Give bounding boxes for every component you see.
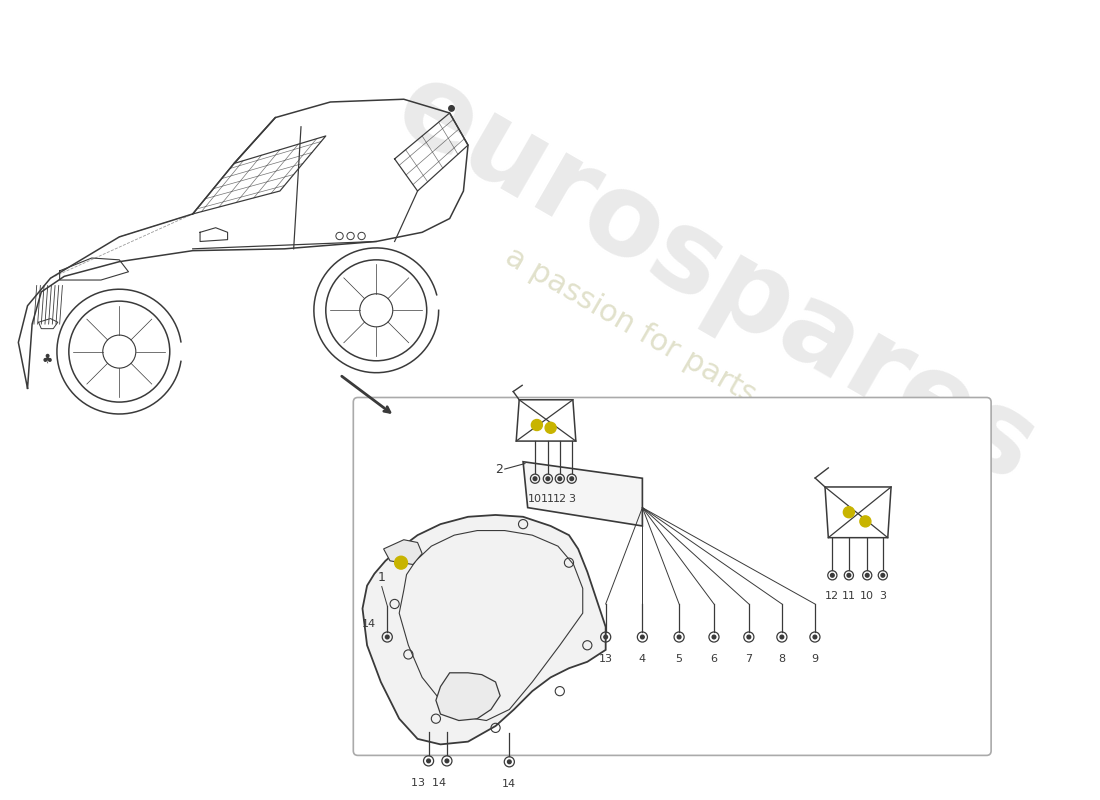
Circle shape xyxy=(604,635,607,639)
Circle shape xyxy=(747,635,750,639)
FancyBboxPatch shape xyxy=(353,398,991,755)
Circle shape xyxy=(780,635,783,639)
Circle shape xyxy=(534,477,537,481)
Circle shape xyxy=(881,574,884,577)
Text: 3: 3 xyxy=(879,591,887,601)
Text: 2: 2 xyxy=(495,462,503,475)
Circle shape xyxy=(427,759,430,762)
Text: 9: 9 xyxy=(812,654,818,663)
Text: 13: 13 xyxy=(598,654,613,663)
Text: 1: 1 xyxy=(377,571,386,584)
Text: 3: 3 xyxy=(569,494,575,504)
Polygon shape xyxy=(384,540,422,565)
Text: ♣: ♣ xyxy=(42,353,53,366)
Circle shape xyxy=(546,422,557,434)
Circle shape xyxy=(847,574,850,577)
Text: 6: 6 xyxy=(711,654,717,663)
Text: 4: 4 xyxy=(639,654,646,663)
Text: 7: 7 xyxy=(746,654,752,663)
Polygon shape xyxy=(363,515,606,744)
Circle shape xyxy=(446,759,449,762)
Text: 10: 10 xyxy=(860,591,875,601)
Circle shape xyxy=(678,635,681,639)
Text: 12: 12 xyxy=(825,591,839,601)
Text: 11: 11 xyxy=(541,494,554,504)
Text: 14: 14 xyxy=(362,619,376,629)
Polygon shape xyxy=(436,673,500,721)
Circle shape xyxy=(385,635,389,639)
Circle shape xyxy=(531,419,542,430)
Text: 10: 10 xyxy=(528,494,542,504)
Text: a passion for parts since 1985: a passion for parts since 1985 xyxy=(499,242,914,498)
Circle shape xyxy=(570,477,573,481)
Text: 12: 12 xyxy=(552,494,567,504)
Text: 13  14: 13 14 xyxy=(411,778,447,788)
Circle shape xyxy=(866,574,869,577)
Polygon shape xyxy=(524,462,642,526)
Text: 11: 11 xyxy=(842,591,856,601)
Text: eurospares: eurospares xyxy=(376,50,1056,506)
Text: 5: 5 xyxy=(675,654,683,663)
Text: 14: 14 xyxy=(503,779,516,790)
Circle shape xyxy=(844,506,855,518)
Circle shape xyxy=(830,574,834,577)
Circle shape xyxy=(860,516,871,527)
Circle shape xyxy=(449,106,454,111)
Circle shape xyxy=(712,635,716,639)
Circle shape xyxy=(813,635,817,639)
Text: 8: 8 xyxy=(779,654,785,663)
Circle shape xyxy=(558,477,562,481)
Circle shape xyxy=(546,477,550,481)
Circle shape xyxy=(640,635,645,639)
Circle shape xyxy=(395,556,407,569)
Circle shape xyxy=(507,760,512,764)
